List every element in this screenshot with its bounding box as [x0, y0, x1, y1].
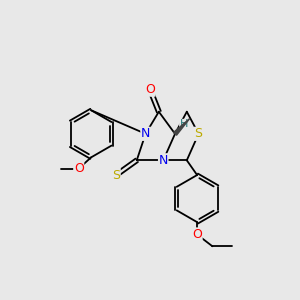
- Text: N: N: [159, 154, 168, 167]
- Text: S: S: [195, 127, 203, 140]
- Polygon shape: [173, 118, 190, 135]
- Text: H: H: [180, 119, 188, 129]
- Text: S: S: [112, 169, 120, 182]
- Text: O: O: [192, 228, 202, 241]
- Text: N: N: [141, 127, 150, 140]
- Text: O: O: [145, 83, 155, 96]
- Text: O: O: [74, 162, 84, 175]
